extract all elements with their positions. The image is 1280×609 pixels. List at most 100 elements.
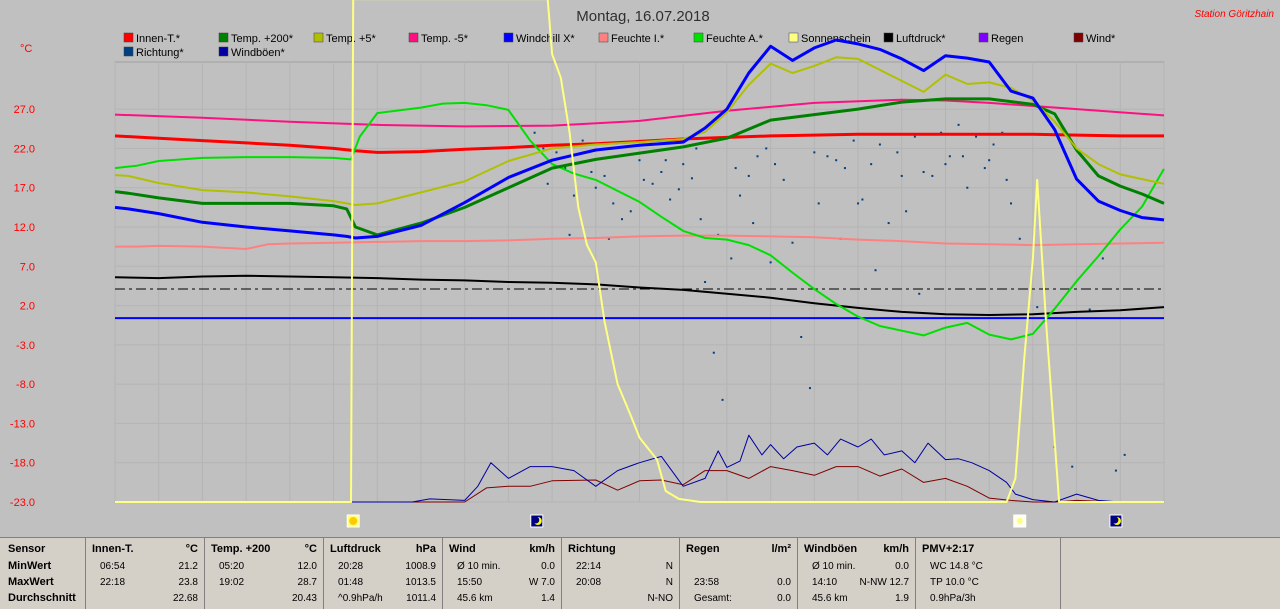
stats-block: Regen l/m² 23:58 0.0 Gesamt: 0.0 — [680, 538, 798, 609]
stats-block: Luftdruck hPa 20:28 1008.9 01:48 1013.5 ^0.9hP… — [324, 538, 443, 609]
richtung-point — [940, 131, 943, 134]
richtung-point — [669, 198, 672, 201]
legend-label: Windchill X* — [516, 33, 575, 45]
legend-label: Regen — [991, 33, 1023, 45]
chart-legend: Innen-T.* Temp. +200* Temp. +5* Temp. -5* Wi… — [123, 32, 1116, 59]
richtung-point — [747, 174, 750, 177]
richtung-point — [817, 202, 820, 205]
gridlines — [114, 62, 1165, 503]
richtung-point — [664, 159, 667, 162]
richtung-point — [721, 398, 724, 401]
stats-max-value: W 7.0 — [528, 577, 555, 588]
richtung-point — [852, 139, 855, 142]
richtung-point — [695, 147, 698, 150]
richtung-point — [975, 135, 978, 138]
moon-icon — [1109, 514, 1123, 528]
stats-min-time: 05:20 — [219, 561, 245, 572]
richtung-point — [1088, 308, 1091, 311]
stats-title: Wind — [449, 543, 476, 555]
richtung-point — [612, 202, 615, 205]
richtung-point — [773, 163, 776, 166]
y-tick-label: -23.0 — [10, 497, 35, 509]
richtung-point — [922, 171, 925, 173]
richtung-point — [699, 218, 702, 221]
richtung-point — [874, 269, 877, 272]
stats-unit: hPa — [415, 543, 436, 555]
richtung-point — [712, 351, 715, 354]
legend-swatch — [408, 32, 419, 43]
stats-min-time: Ø 10 min. — [457, 561, 501, 572]
richtung-point — [660, 171, 663, 173]
richtung-point — [843, 167, 846, 170]
richtung-point — [546, 182, 549, 185]
richtung-point — [878, 143, 881, 146]
stats-min-time: Ø 10 min. — [812, 561, 856, 572]
series-lines — [114, 0, 1165, 503]
richtung-point — [629, 210, 632, 213]
stats-avg-note: ^0.9hPa/h — [338, 593, 383, 604]
richtung-point — [581, 139, 584, 142]
stats-min-label: MinWert — [8, 560, 52, 572]
y-tick-label: 17.0 — [14, 183, 35, 195]
series-line-3 — [114, 274, 1165, 316]
stats-title: PMV+2:17 — [922, 543, 975, 555]
stats-avg-value: 20.43 — [291, 593, 317, 604]
stats-avg-value: 22.68 — [172, 593, 198, 604]
richtung-point — [861, 198, 864, 201]
y-tick-label: -13.0 — [10, 418, 35, 430]
richtung-point — [607, 237, 610, 240]
stats-unit: °C — [185, 543, 198, 555]
stats-block: Temp. +200 °C 05:20 12.0 19:02 28.7 20.43 — [205, 538, 324, 609]
richtung-point — [642, 178, 645, 181]
stats-unit: l/m² — [771, 543, 791, 555]
series-line-6 — [114, 97, 1165, 237]
stats-max-time: 15:50 — [457, 577, 483, 588]
richtung-point — [752, 222, 755, 225]
richtung-point — [734, 167, 737, 170]
richtung-point — [791, 241, 794, 244]
stats-block: Innen-T. °C 06:54 21.2 22:18 23.8 22.68 — [86, 538, 205, 609]
stats-avg-note: Gesamt: — [694, 593, 732, 604]
richtung-point — [682, 163, 685, 166]
richtung-point — [782, 178, 785, 181]
richtung-point — [690, 177, 693, 180]
richtung-point — [769, 261, 772, 264]
legend-swatch — [693, 32, 704, 43]
richtung-point — [594, 186, 597, 189]
stats-title: Luftdruck — [330, 543, 381, 555]
richtung-scatter — [533, 123, 1126, 472]
stats-min-time: 06:54 — [100, 561, 126, 572]
legend-label: Windböen* — [231, 47, 286, 59]
richtung-point — [651, 182, 654, 185]
stats-min-value: N — [665, 561, 673, 572]
richtung-point — [808, 387, 811, 390]
stats-block: Wind km/h Ø 10 min. 0.0 15:50 W 7.0 45.6 km 1.4 — [443, 538, 562, 609]
stats-avg-value: 1.9 — [895, 593, 909, 604]
richtung-point — [905, 210, 908, 213]
y-tick-label: -18.0 — [10, 458, 35, 470]
legend-swatch — [313, 32, 324, 43]
legend-swatch — [788, 32, 799, 43]
statistics-panel: Sensor MinWert MaxWert Durchschnitt Inne… — [0, 537, 1280, 609]
stats-min-time: 20:28 — [338, 561, 364, 572]
richtung-point — [896, 151, 899, 154]
y-tick-label: 27.0 — [14, 104, 35, 116]
richtung-point — [730, 257, 733, 260]
stats-avg-value: N-NO — [647, 593, 673, 604]
stats-avg-label: Durchschnitt — [8, 592, 76, 604]
series-line-9 — [115, 0, 1164, 503]
richtung-point — [826, 155, 829, 158]
richtung-point — [1005, 178, 1008, 181]
richtung-point — [677, 188, 680, 191]
legend-swatch — [503, 32, 514, 43]
stats-min-value: 12.0 — [297, 561, 317, 572]
stats-max-label: MaxWert — [8, 576, 54, 588]
y-tick-label: 12.0 — [14, 222, 35, 234]
series-line-1 — [114, 98, 1165, 128]
richtung-point — [765, 147, 768, 150]
y-tick-label: 2.0 — [20, 301, 35, 313]
y-tick-label: -8.0 — [16, 379, 35, 391]
stats-max-time: 20:08 — [576, 577, 602, 588]
richtung-point — [800, 336, 803, 338]
stats-block: Richtung 22:14 N 20:08 N N-NO — [562, 538, 680, 609]
